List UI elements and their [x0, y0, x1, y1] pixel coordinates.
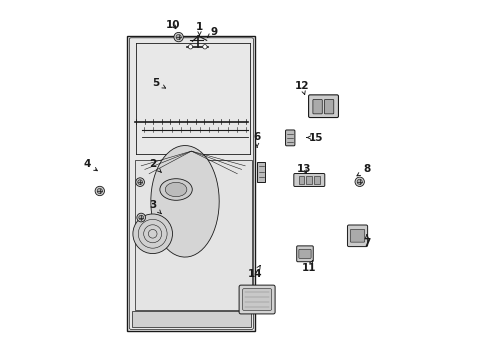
Text: 7: 7: [363, 235, 370, 248]
Circle shape: [133, 214, 172, 253]
Text: 2: 2: [149, 159, 161, 172]
Bar: [314, 176, 320, 184]
Polygon shape: [127, 36, 255, 331]
FancyBboxPatch shape: [132, 311, 250, 327]
Ellipse shape: [165, 182, 186, 197]
Text: 13: 13: [296, 164, 310, 174]
Text: 11: 11: [301, 260, 315, 273]
Bar: [298, 176, 304, 184]
FancyBboxPatch shape: [242, 289, 271, 310]
FancyBboxPatch shape: [312, 99, 322, 114]
Circle shape: [137, 213, 145, 222]
Circle shape: [354, 177, 364, 186]
FancyBboxPatch shape: [308, 95, 338, 117]
FancyBboxPatch shape: [257, 162, 265, 181]
Text: 15: 15: [306, 132, 323, 143]
FancyBboxPatch shape: [349, 229, 364, 242]
Circle shape: [188, 45, 192, 49]
FancyBboxPatch shape: [129, 38, 253, 329]
Circle shape: [356, 179, 362, 184]
FancyBboxPatch shape: [296, 246, 313, 262]
Circle shape: [176, 35, 181, 40]
Text: 14: 14: [247, 265, 262, 279]
FancyBboxPatch shape: [239, 285, 275, 314]
Text: 4: 4: [83, 159, 97, 171]
Text: 1: 1: [196, 22, 203, 35]
FancyBboxPatch shape: [285, 130, 294, 146]
Circle shape: [203, 45, 206, 49]
Polygon shape: [134, 160, 251, 310]
FancyBboxPatch shape: [347, 225, 367, 247]
Circle shape: [95, 186, 104, 196]
Circle shape: [97, 188, 102, 194]
Text: 5: 5: [152, 78, 165, 88]
Ellipse shape: [160, 179, 192, 200]
Polygon shape: [151, 145, 219, 257]
Text: 10: 10: [165, 20, 180, 30]
FancyBboxPatch shape: [293, 174, 324, 186]
Text: 3: 3: [149, 200, 161, 214]
FancyBboxPatch shape: [324, 99, 333, 114]
Circle shape: [136, 178, 144, 186]
Text: 12: 12: [294, 81, 309, 95]
Circle shape: [139, 215, 143, 220]
Text: 8: 8: [356, 164, 370, 176]
Text: 6: 6: [253, 132, 260, 147]
Circle shape: [138, 180, 142, 184]
FancyBboxPatch shape: [298, 249, 310, 258]
Bar: [306, 176, 311, 184]
Text: 9: 9: [207, 27, 217, 37]
Circle shape: [174, 32, 183, 42]
